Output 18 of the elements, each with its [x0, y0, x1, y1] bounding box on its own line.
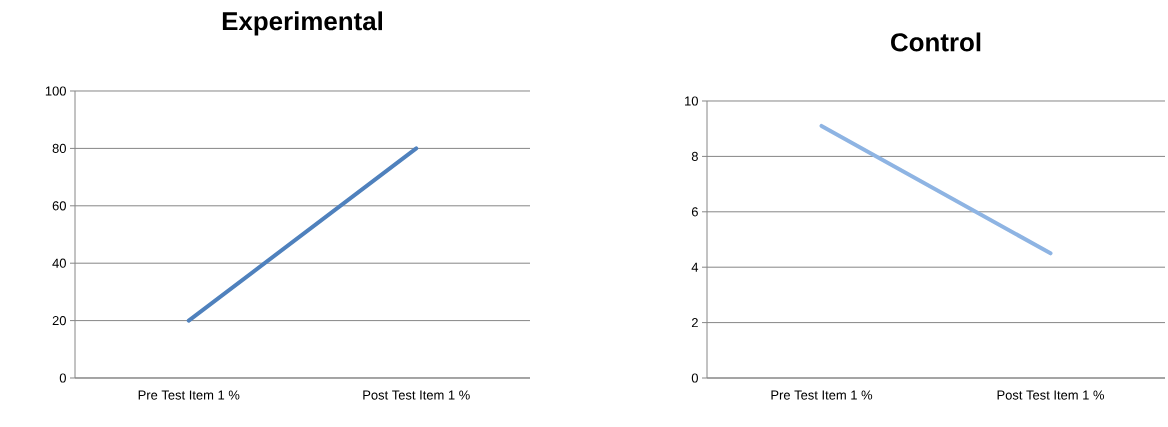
y-tick-label: 10	[685, 96, 698, 106]
y-tick-label: 20	[52, 316, 66, 326]
y-tick-label: 40	[52, 258, 66, 268]
chart-title: Experimental	[222, 11, 382, 36]
x-tick-label: Pre Test Item 1 %	[771, 390, 873, 400]
y-tick-label: 0	[59, 373, 66, 383]
y-tick-label: 2	[691, 318, 698, 328]
y-tick-label: 8	[691, 151, 698, 161]
y-tick-label: 80	[52, 143, 66, 153]
y-tick-label: 60	[52, 201, 66, 211]
x-tick-label: Pre Test Item 1 %	[138, 390, 240, 400]
y-tick-label: 6	[691, 207, 698, 217]
x-tick-label: Post Test Item 1 %	[997, 390, 1105, 400]
x-tick-label: Post Test Item 1 %	[363, 390, 470, 400]
y-tick-label: 100	[45, 86, 66, 96]
y-tick-label: 0	[691, 373, 698, 383]
chart-title: Control	[891, 32, 981, 52]
y-tick-label: 4	[691, 262, 699, 272]
